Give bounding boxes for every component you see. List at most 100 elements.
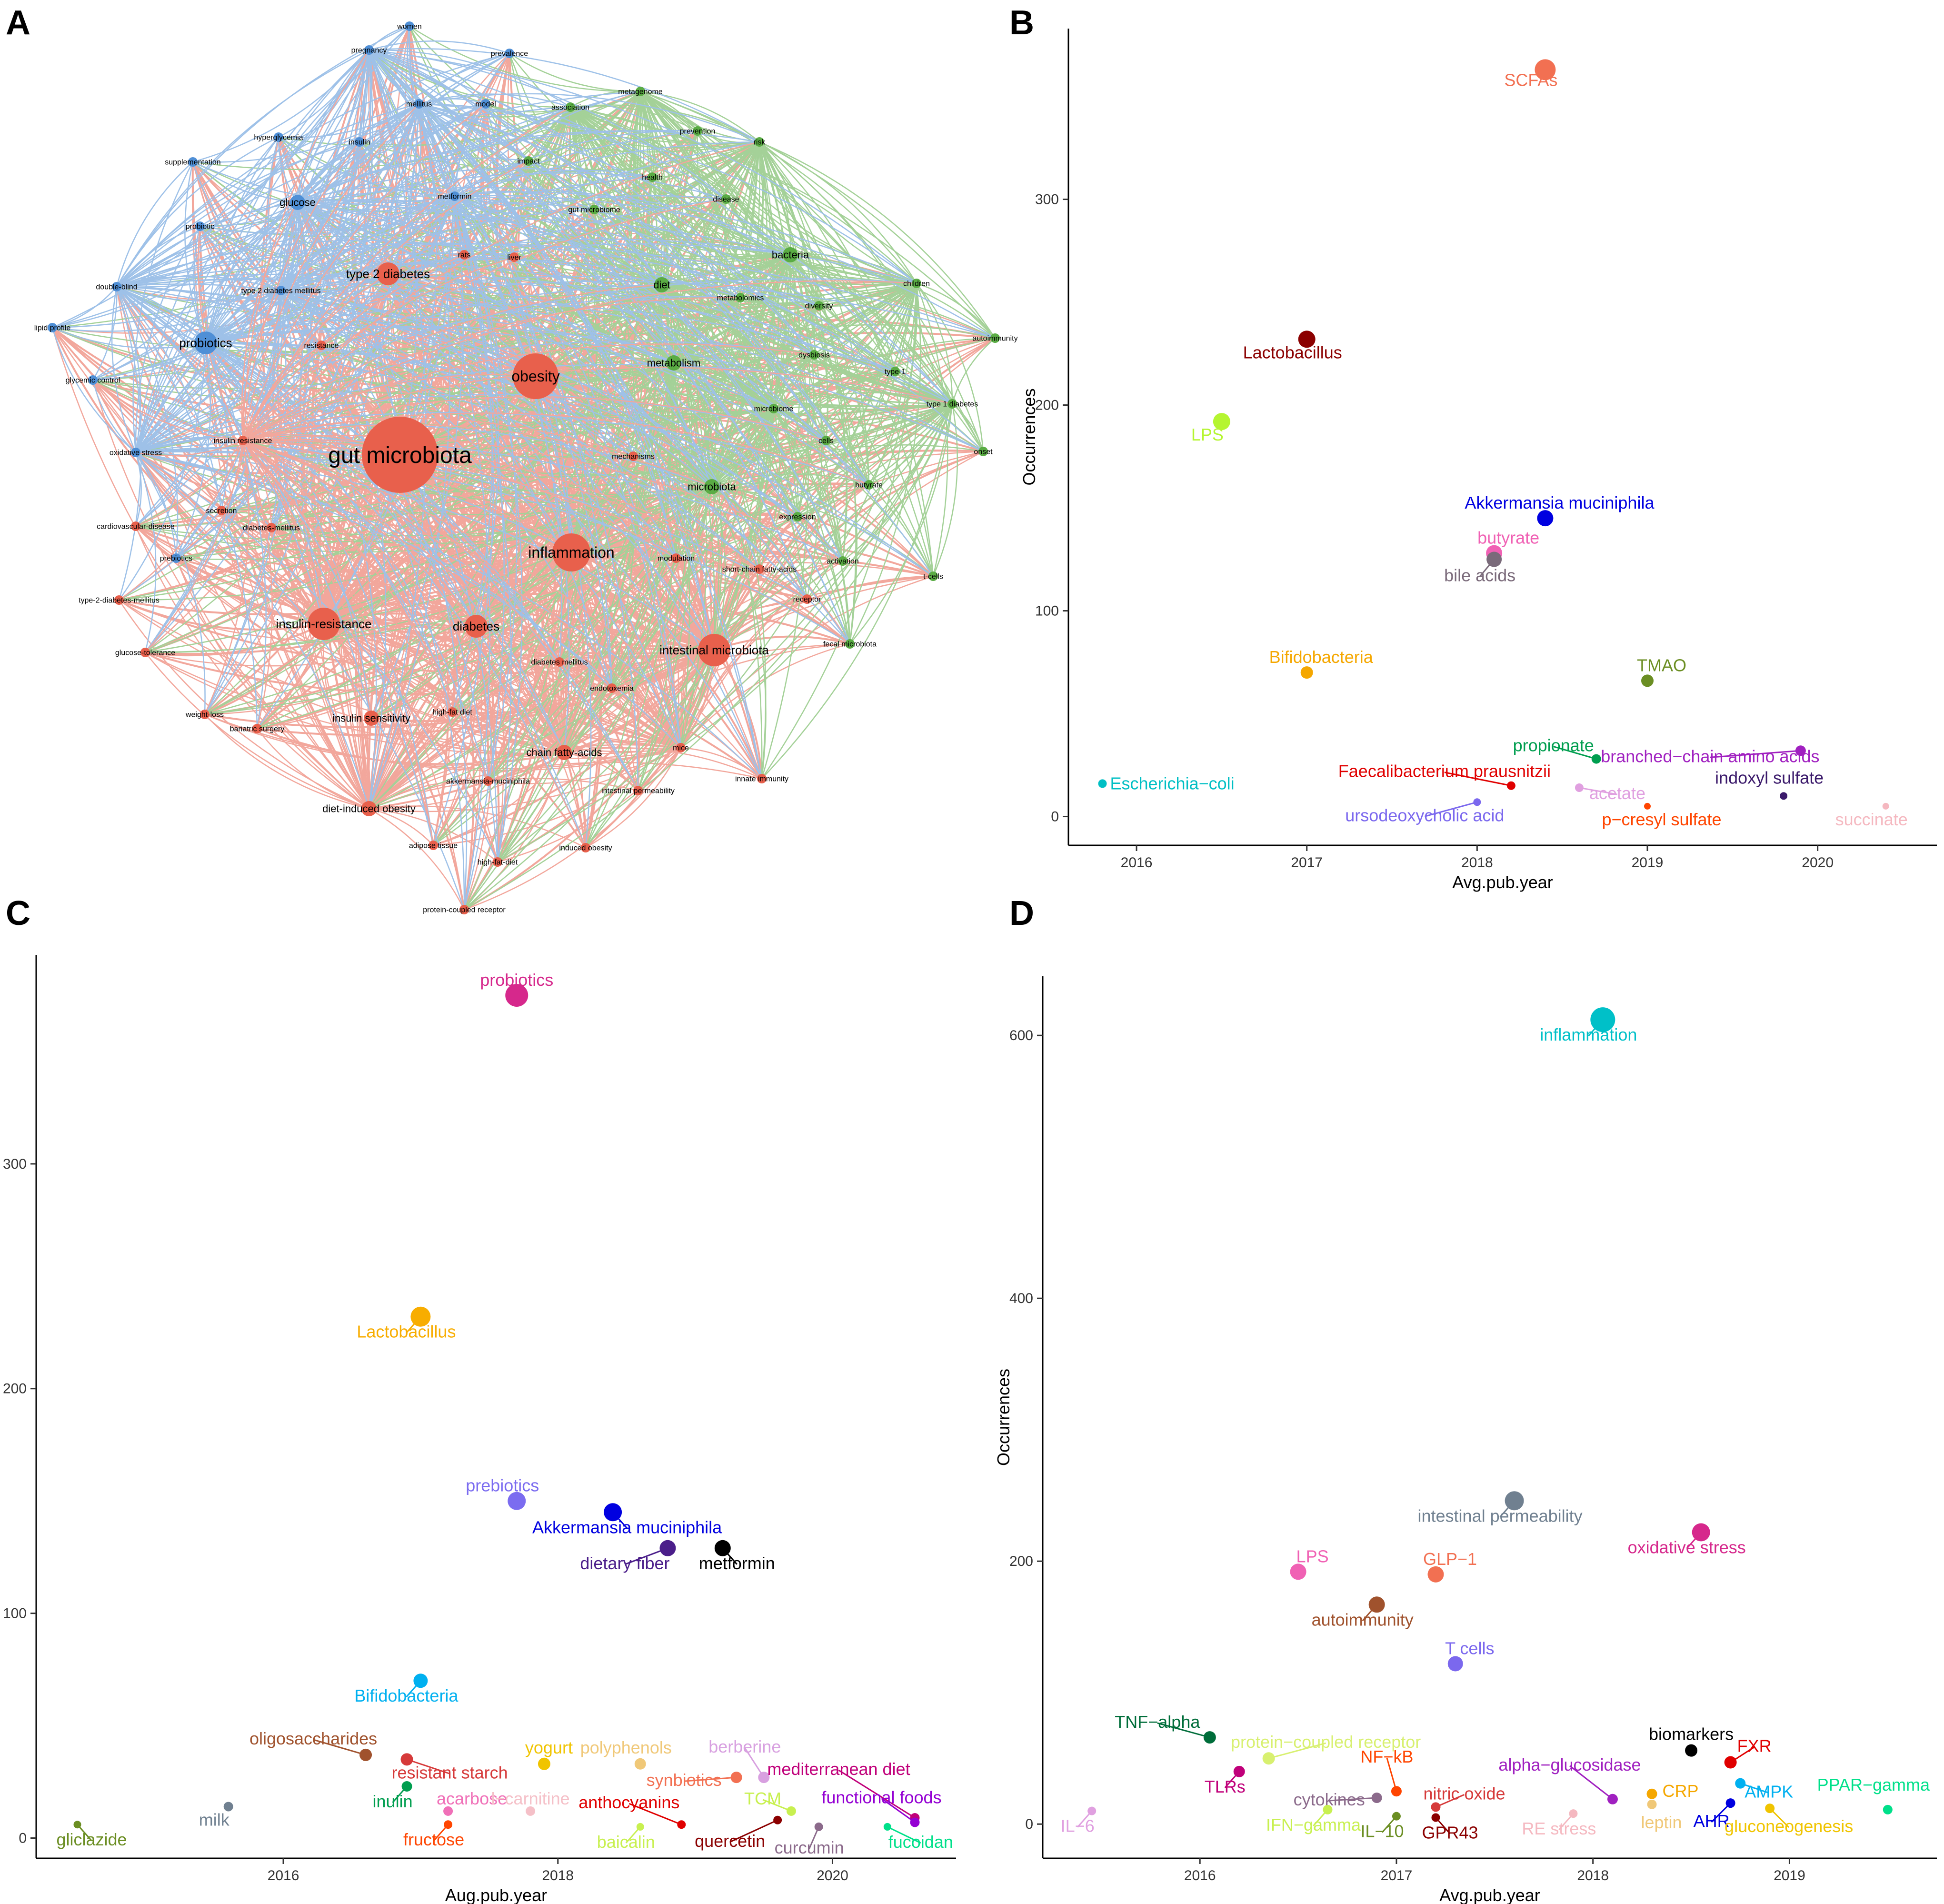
network-edge <box>509 53 791 256</box>
network-edge <box>116 225 200 287</box>
network-edge <box>135 137 279 453</box>
x-tick-label: 2017 <box>1291 855 1323 871</box>
network-edge <box>419 103 815 355</box>
label-connector <box>1435 1794 1465 1808</box>
y-tick-label: 0 <box>19 1831 27 1846</box>
network-node-oxidative-stress <box>131 448 140 457</box>
point-escherichia-coli <box>1098 779 1107 788</box>
network-edge <box>116 141 360 287</box>
network-edge <box>454 130 698 197</box>
network-edge <box>221 91 641 511</box>
network-edge <box>452 711 565 753</box>
network-edge <box>369 40 510 54</box>
network-edge <box>806 283 917 600</box>
point-label-tmao: TMAO <box>1637 655 1686 675</box>
network-node-children <box>912 279 921 288</box>
network-label-risk: risk <box>754 139 766 147</box>
network-edge <box>242 103 486 441</box>
network-edge <box>713 337 996 651</box>
network-node-diabetes-mellitus <box>267 523 276 532</box>
point-p-cresyl-sulfate <box>1644 802 1651 810</box>
network-edge <box>387 103 422 274</box>
network-edge <box>409 25 641 92</box>
network-node-prevention <box>693 126 702 136</box>
network-edge <box>242 254 465 441</box>
network-edge <box>680 747 762 779</box>
network-edge <box>758 141 953 404</box>
network-node-t-cells <box>928 571 938 581</box>
network-label-induced-obesity: induced obesity <box>559 844 612 852</box>
network-edge <box>204 713 681 770</box>
label-connector <box>722 1547 738 1565</box>
point-label-t-cells: T cells <box>1445 1639 1494 1658</box>
network-label-double-blind: double-blind <box>96 283 137 291</box>
network-label-pregnancy: pregnancy <box>351 47 387 55</box>
network-label-microbiome: microbiome <box>754 405 794 413</box>
network-panel: gut microbiota obesity inflammation insulin… <box>34 21 1018 914</box>
point-label-tcm: TCM <box>744 1789 781 1808</box>
network-node-butyrate <box>864 480 874 490</box>
label-connector <box>1386 1757 1397 1792</box>
network-edge <box>369 49 953 404</box>
network-edge <box>297 26 410 203</box>
network-edge <box>92 380 136 453</box>
network-edge <box>116 286 798 518</box>
network-edge <box>640 90 760 142</box>
point-label-baicalin: baicalin <box>597 1832 655 1852</box>
label-connector <box>808 1826 820 1849</box>
network-edge <box>145 623 324 657</box>
network-edge <box>135 526 565 753</box>
point-acarbose <box>443 1806 453 1816</box>
point-label-tnf-alpha: TNF−alpha <box>1115 1712 1200 1732</box>
label-connector <box>392 1786 408 1803</box>
network-edge <box>640 90 984 452</box>
network-edge <box>454 191 791 256</box>
network-edge <box>454 195 774 409</box>
network-edge <box>280 290 715 651</box>
network-edge <box>469 107 571 627</box>
network-edge <box>278 137 299 203</box>
point-label-il-10: IL−10 <box>1360 1822 1404 1841</box>
network-edge <box>280 290 827 441</box>
point-label-fucoidan: fucoidan <box>888 1832 953 1852</box>
network-edge <box>119 254 791 601</box>
network-edge <box>92 290 281 381</box>
network-edge <box>773 283 917 410</box>
network-edge <box>409 26 774 410</box>
x-axis-title: Aug.pub.year <box>445 1885 547 1904</box>
network-edge <box>739 297 775 409</box>
network-edge <box>192 161 455 203</box>
network-node-short-chain-fatty-acids <box>755 564 764 574</box>
network-edge <box>242 440 612 689</box>
network-edge <box>714 635 850 651</box>
network-edge <box>242 297 741 441</box>
network-edge <box>116 49 369 287</box>
network-edge <box>205 342 370 809</box>
network-edge <box>673 362 851 644</box>
network-edge <box>145 284 662 653</box>
network-label-insulin-sensitivity: insulin sensitivity <box>332 712 410 724</box>
network-edge <box>369 49 917 284</box>
network-edge <box>204 714 369 810</box>
network-label-impact: impact <box>517 158 540 166</box>
network-node-diet-induced-obesity <box>361 801 377 816</box>
network-edge <box>570 106 934 577</box>
network-edge <box>419 93 760 143</box>
network-edge <box>242 440 273 729</box>
network-edge <box>176 50 370 559</box>
network-label-metabolomics: metabolomics <box>717 294 764 302</box>
network-edge <box>369 49 815 355</box>
label-connector <box>1710 750 1801 758</box>
network-edge <box>454 195 798 517</box>
network-edge <box>199 226 281 291</box>
point-label-curcumin: curcumin <box>775 1838 844 1857</box>
network-edge <box>418 103 613 689</box>
network-edge <box>680 486 720 748</box>
network-node-modulation <box>671 553 681 563</box>
network-edge <box>711 486 726 651</box>
network-edge <box>464 403 953 911</box>
network-edge <box>135 452 142 527</box>
network-label-association: association <box>551 104 589 112</box>
network-edge <box>419 103 917 284</box>
network-node-association <box>566 102 575 112</box>
